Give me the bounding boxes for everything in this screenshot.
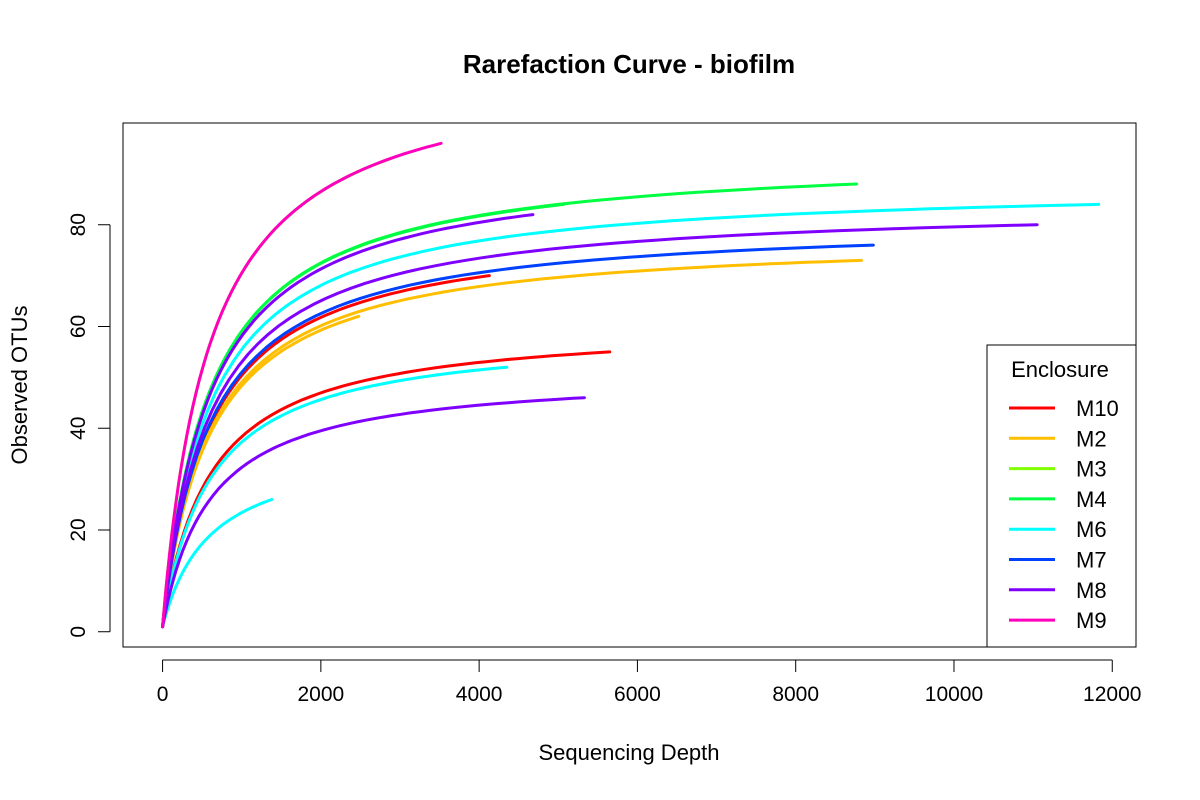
x-axis-label: Sequencing Depth: [538, 740, 719, 765]
plot-frame: [122, 122, 1137, 648]
series-line-m8-13: [161, 396, 586, 629]
x-tick-label: 0: [157, 683, 169, 706]
x-tick-label: 8000: [772, 683, 819, 706]
legend-label-m2: M2: [1076, 426, 1107, 451]
legend-title: Enclosure: [1011, 357, 1109, 382]
legend-label-m4: M4: [1076, 487, 1107, 512]
x-tick-label: 12000: [1083, 683, 1141, 706]
legend-box: [986, 344, 1137, 648]
x-tick-label: 6000: [614, 683, 661, 706]
y-tick-label: 60: [67, 315, 90, 338]
series-line-m6-8: [161, 365, 509, 629]
legend: Enclosure M10 M2 M3 M4 M6 M7 M8 M9: [986, 344, 1137, 648]
x-tick-label: 10000: [925, 683, 983, 706]
y-tick-label: 40: [67, 417, 90, 440]
y-axis-label: Observed OTUs: [7, 306, 32, 465]
series-line-m8-12: [161, 213, 535, 629]
legend-label-m10: M10: [1076, 396, 1119, 421]
series-line-m8-11: [161, 223, 1039, 629]
series-line-m2-3: [161, 258, 863, 629]
y-tick-label: 80: [67, 213, 90, 236]
y-tick-label: 0: [67, 626, 90, 638]
legend-label-m3: M3: [1076, 457, 1107, 482]
y-tick-label: 20: [67, 518, 90, 541]
legend-label-m7: M7: [1076, 548, 1107, 573]
x-tick-label: 4000: [456, 683, 503, 706]
y-axis: 0 20 40 60 80: [67, 213, 111, 638]
legend-label-m9: M9: [1076, 608, 1107, 633]
series-line-m6-7: [161, 202, 1101, 629]
series-line-m9-14: [161, 141, 443, 629]
x-tick-label: 2000: [297, 683, 344, 706]
x-axis: 0 2000 4000 6000 8000 10000 12000: [157, 659, 1141, 706]
legend-label-m8: M8: [1076, 578, 1107, 603]
legend-label-m6: M6: [1076, 517, 1107, 542]
chart-title: Rarefaction Curve - biofilm: [463, 49, 795, 79]
series-layer: [161, 141, 1101, 629]
series-line-m7-10: [161, 243, 875, 629]
series-line-m6-9: [161, 498, 274, 629]
